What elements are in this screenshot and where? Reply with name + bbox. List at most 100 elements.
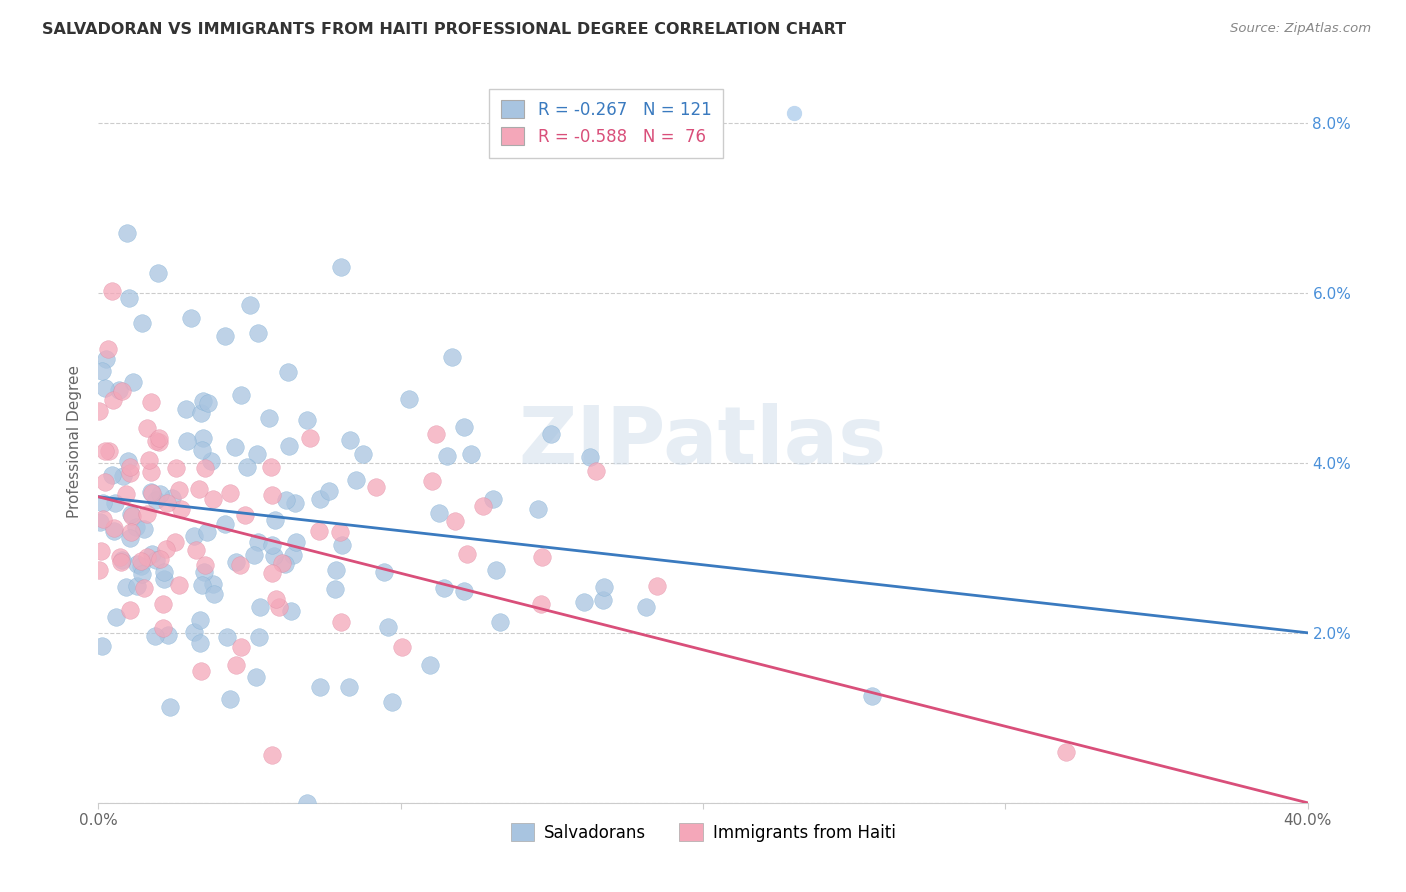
Point (482, 491, 505, 506)
Point (180, 311, 202, 326)
Point (103, 521, 125, 535)
Point (118, 291, 141, 305)
Y-axis label: Professional Degree: Professional Degree (67, 365, 83, 518)
Point (193, 432, 215, 446)
Point (224, 440, 246, 454)
Point (169, 502, 191, 516)
Point (323, 582, 346, 596)
Point (263, 549, 285, 563)
Point (94, 475, 117, 489)
Point (197, 396, 219, 410)
Point (110, 555, 132, 569)
Point (214, 328, 236, 343)
Point (245, 670, 267, 684)
Point (427, 507, 450, 521)
Point (136, 507, 159, 521)
Point (260, 747, 283, 762)
Point (188, 483, 211, 497)
Point (117, 454, 139, 468)
Point (249, 599, 271, 614)
Point (183, 529, 205, 543)
Point (190, 578, 212, 592)
Point (260, 538, 283, 552)
Point (247, 630, 270, 644)
Point (592, 593, 614, 607)
Point (420, 474, 443, 488)
Point (214, 516, 236, 531)
Point (149, 552, 172, 566)
Point (118, 459, 141, 474)
Point (87, 563, 110, 577)
Point (460, 447, 482, 461)
Point (260, 460, 283, 475)
Point (96, 351, 118, 366)
Point (274, 558, 297, 572)
Text: Source: ZipAtlas.com: Source: ZipAtlas.com (1230, 22, 1371, 36)
Text: ZIPatlas: ZIPatlas (519, 402, 887, 481)
Point (225, 658, 247, 673)
Point (193, 566, 215, 580)
Point (217, 630, 239, 644)
Point (174, 402, 197, 417)
Point (229, 558, 252, 572)
Point (155, 542, 177, 557)
Point (239, 298, 262, 312)
Point (527, 501, 550, 516)
Point (131, 316, 153, 330)
Point (104, 610, 127, 624)
Point (585, 464, 607, 478)
Text: SALVADORAN VS IMMIGRANTS FROM HAITI PROFESSIONAL DEGREE CORRELATION CHART: SALVADORAN VS IMMIGRANTS FROM HAITI PROF… (42, 22, 846, 37)
Point (530, 597, 553, 611)
Point (188, 613, 211, 627)
Point (91, 639, 114, 653)
Point (860, 689, 883, 703)
Point (247, 326, 270, 340)
Point (188, 636, 211, 650)
Point (298, 431, 321, 445)
Point (125, 579, 148, 593)
Point (125, 519, 148, 533)
Point (267, 600, 290, 615)
Point (194, 460, 217, 475)
Point (329, 615, 352, 629)
Legend: Salvadorans, Immigrants from Haiti: Salvadorans, Immigrants from Haiti (503, 817, 903, 848)
Point (344, 473, 367, 487)
Point (278, 439, 301, 453)
Point (260, 488, 283, 502)
Point (167, 578, 190, 592)
Point (143, 629, 166, 643)
Point (129, 559, 152, 574)
Point (236, 460, 259, 475)
Point (138, 453, 160, 467)
Point (131, 566, 153, 581)
Point (318, 483, 340, 498)
Point (391, 640, 413, 654)
Point (246, 446, 269, 460)
Point (308, 524, 330, 538)
Point (145, 493, 167, 508)
Point (118, 531, 141, 545)
Point (160, 491, 183, 506)
Point (94, 381, 117, 395)
Point (485, 563, 508, 577)
Point (284, 496, 307, 510)
Point (352, 447, 374, 461)
Point (377, 620, 399, 634)
Point (308, 491, 330, 506)
Point (592, 580, 614, 594)
Point (97, 342, 120, 356)
Point (121, 524, 143, 539)
Point (87, 404, 110, 418)
Point (366, 480, 388, 494)
Point (634, 600, 657, 615)
Point (295, 413, 318, 427)
Point (229, 640, 252, 654)
Point (433, 581, 456, 595)
Point (277, 365, 299, 379)
Point (159, 699, 181, 714)
Point (89, 515, 111, 529)
Point (104, 496, 127, 510)
Point (453, 584, 475, 599)
Point (195, 525, 218, 540)
Point (419, 658, 441, 673)
